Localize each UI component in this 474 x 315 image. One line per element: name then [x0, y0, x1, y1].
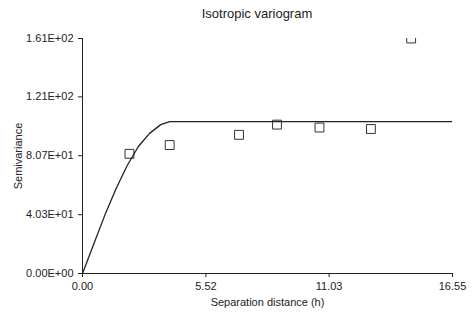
svg-text:8.07E+01: 8.07E+01: [26, 149, 73, 161]
svg-text:Separation distance (h): Separation distance (h): [211, 296, 325, 308]
svg-text:Semivariance: Semivariance: [12, 123, 24, 190]
svg-text:11.03: 11.03: [316, 280, 343, 292]
svg-text:5.52: 5.52: [195, 280, 216, 292]
html-text:Isotropic variogram: Isotropic variogram: [201, 6, 313, 21]
svg-text:4.03E+01: 4.03E+01: [26, 208, 73, 220]
svg-text:0.00E+00: 0.00E+00: [26, 267, 73, 279]
svg-text:1.61E+02: 1.61E+02: [26, 32, 73, 44]
svg-text:1.21E+02: 1.21E+02: [26, 90, 73, 102]
svg-text:16.55: 16.55: [439, 280, 467, 292]
svg-text:0.00: 0.00: [72, 280, 93, 292]
